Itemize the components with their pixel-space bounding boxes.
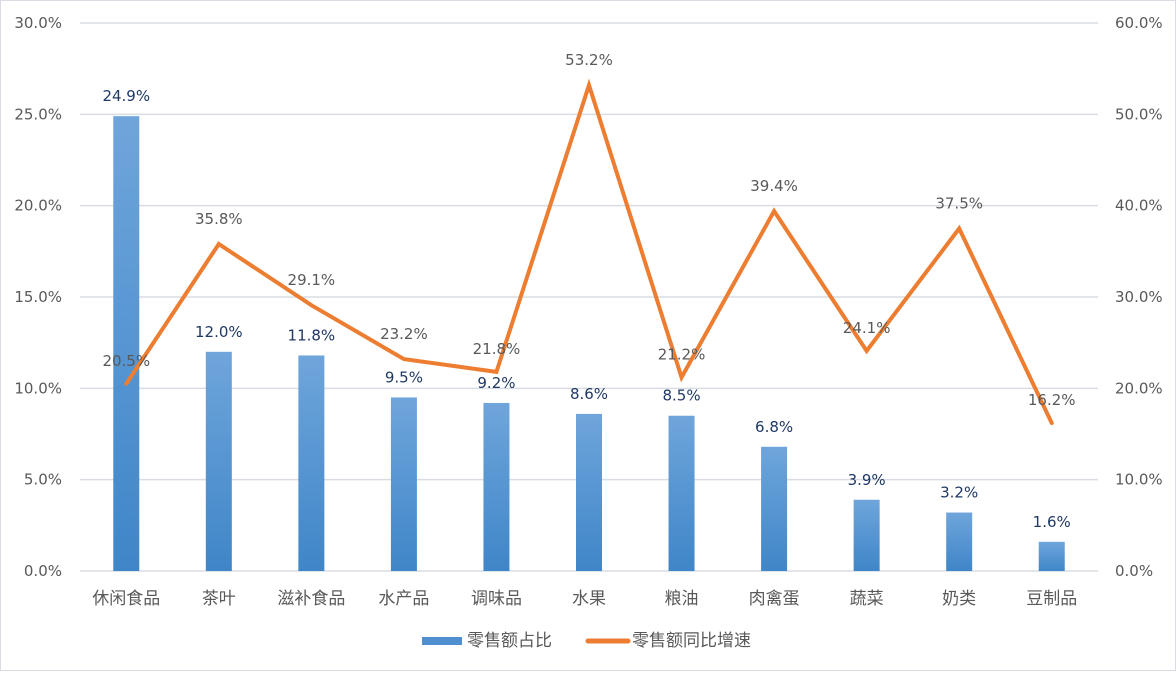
left-axis-tick: 5.0% (24, 471, 62, 489)
category-label: 豆制品 (1026, 589, 1077, 609)
category-label: 滋补食品 (277, 589, 345, 609)
category-label: 水产品 (378, 589, 429, 609)
line-data-label: 21.8% (473, 340, 521, 358)
bar-data-label: 6.8% (755, 418, 793, 436)
right-axis-tick: 60.0% (1115, 14, 1163, 32)
bar[interactable] (390, 397, 417, 571)
bar[interactable] (576, 413, 602, 571)
right-axis-tick: 40.0% (1115, 197, 1163, 215)
bar[interactable] (298, 355, 325, 571)
bar-data-label: 8.5% (662, 387, 700, 405)
line-data-label: 20.5% (102, 352, 150, 370)
right-axis-tick: 30.0% (1115, 288, 1163, 306)
category-label: 休闲食品 (92, 589, 160, 609)
left-axis-tick: 25.0% (14, 105, 62, 123)
left-axis-tick: 30.0% (14, 14, 62, 32)
legend-line-label: 零售额同比增速 (632, 631, 751, 651)
legend-bar-label: 零售额占比 (467, 631, 552, 651)
right-axis-tick: 0.0% (1115, 562, 1153, 580)
growth-line[interactable] (124, 78, 1054, 426)
bar[interactable] (205, 351, 232, 571)
category-label: 粮油 (665, 589, 699, 609)
bar[interactable] (483, 402, 510, 571)
category-label: 肉禽蛋 (749, 589, 800, 609)
line-data-label: 35.8% (195, 210, 243, 228)
bar[interactable] (853, 499, 880, 571)
bar[interactable] (946, 512, 973, 571)
bar[interactable] (668, 415, 695, 571)
line-data-label: 37.5% (935, 195, 983, 213)
bar-data-label: 1.6% (1033, 513, 1071, 531)
bar-data-label: 9.5% (385, 368, 423, 386)
category-label: 奶类 (942, 589, 976, 609)
bar-data-label: 9.2% (477, 374, 515, 392)
bar-data-label: 12.0% (195, 323, 243, 341)
left-axis-tick: 10.0% (14, 379, 62, 397)
bar[interactable] (761, 446, 788, 571)
bar[interactable] (1038, 541, 1065, 571)
line-data-label: 16.2% (1028, 391, 1076, 409)
left-axis-tick: 20.0% (14, 197, 62, 215)
bar-data-label: 24.9% (102, 87, 150, 105)
bar-data-label: 11.8% (288, 326, 336, 344)
line-data-label: 29.1% (288, 271, 336, 289)
legend-bar-swatch (422, 637, 462, 645)
left-axis-tick: 0.0% (24, 562, 62, 580)
bar[interactable] (113, 116, 140, 571)
right-axis-tick: 50.0% (1115, 105, 1163, 123)
category-label: 茶叶 (202, 589, 236, 609)
left-axis-tick: 15.0% (14, 288, 62, 306)
line-data-label: 53.2% (565, 51, 613, 69)
line-data-label: 21.2% (658, 345, 706, 363)
category-label: 调味品 (471, 589, 522, 609)
right-axis-tick: 10.0% (1115, 471, 1163, 489)
line-data-label: 39.4% (750, 177, 798, 195)
bar-data-label: 8.6% (570, 385, 608, 403)
right-axis-tick: 20.0% (1115, 379, 1163, 397)
line-data-label: 23.2% (380, 325, 428, 343)
category-label: 水果 (572, 589, 606, 609)
category-label: 蔬菜 (850, 589, 884, 609)
line-data-label: 24.1% (843, 319, 891, 337)
bar-data-label: 3.9% (848, 471, 886, 489)
bar-data-label: 3.2% (940, 484, 978, 502)
